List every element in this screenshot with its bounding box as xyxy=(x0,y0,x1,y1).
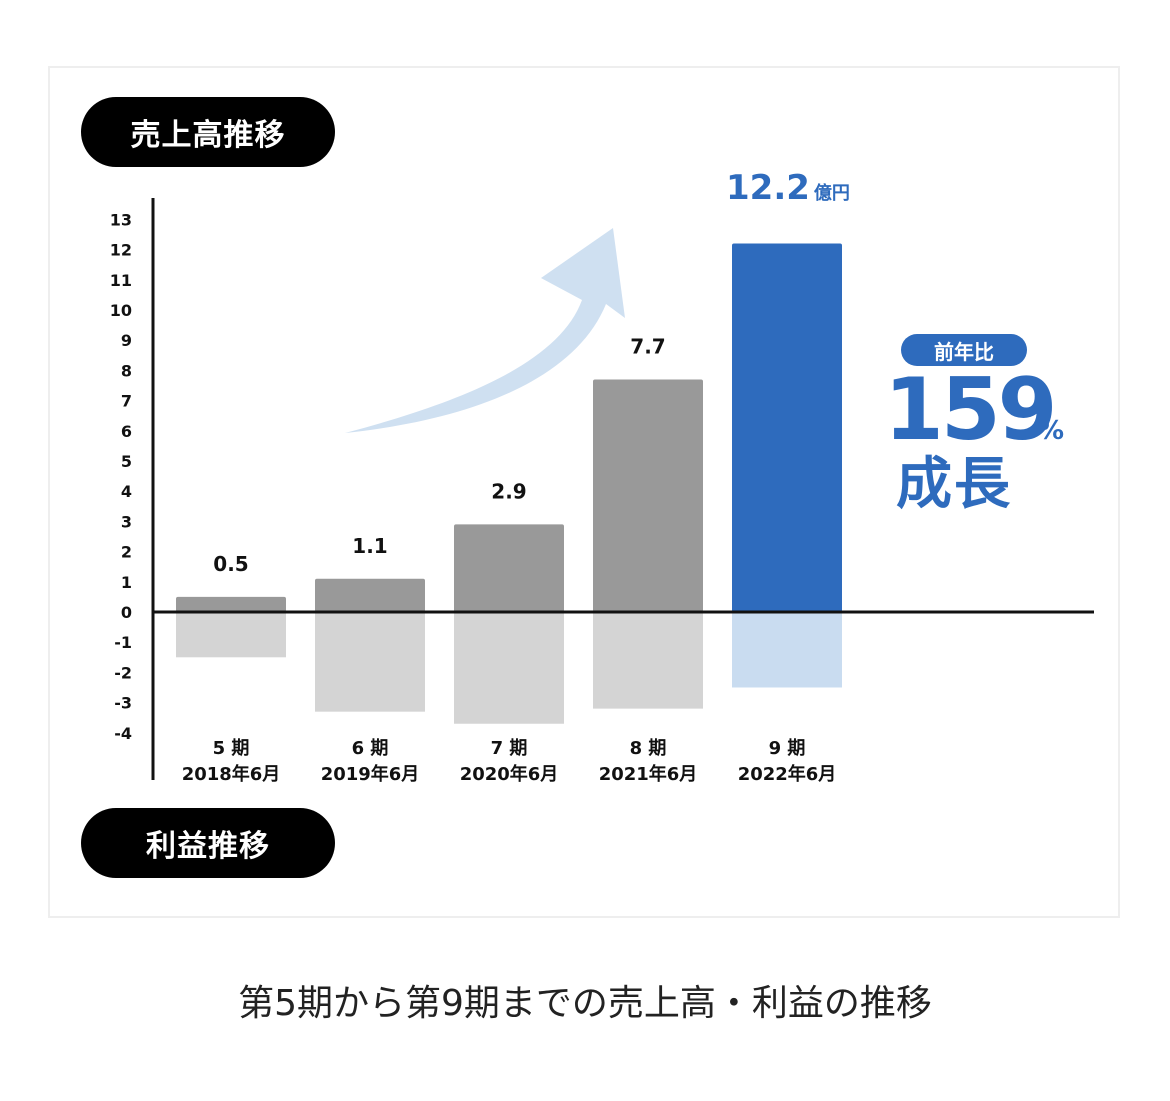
chart-card xyxy=(48,66,1120,918)
y-tick-label: 7 xyxy=(121,392,132,411)
revenue-bar xyxy=(593,379,703,612)
y-tick-label: 4 xyxy=(121,482,132,501)
profit-bar xyxy=(454,612,564,724)
bar-value-label: 0.5 xyxy=(213,552,248,576)
profit-bar xyxy=(315,612,425,712)
total-revenue-value: 12.2 xyxy=(726,168,810,208)
y-tick-label: 0 xyxy=(121,603,132,622)
y-tick-label: -4 xyxy=(114,724,132,743)
growth-badge: 前年比 xyxy=(901,334,1027,366)
growth-percent-unit: % xyxy=(1038,416,1065,446)
bar-value-label: 2.9 xyxy=(491,479,526,503)
growth-arrow-shape xyxy=(345,228,625,433)
y-tick-label: 13 xyxy=(110,210,132,229)
x-date-label: 2021年6月 xyxy=(599,763,698,785)
x-period-label: 8 期 xyxy=(630,738,667,759)
y-tick-label: -2 xyxy=(114,663,132,682)
x-period-label: 5 期 xyxy=(213,738,250,759)
y-tick-label: -1 xyxy=(114,633,132,652)
x-period-label: 9 期 xyxy=(769,738,806,759)
total-revenue-unit: 億円 xyxy=(813,183,850,204)
y-tick-label: 8 xyxy=(121,361,132,380)
profit-bar xyxy=(176,612,286,658)
x-date-label: 2020年6月 xyxy=(460,763,559,785)
sales-trend-label: 売上高推移 xyxy=(81,97,335,167)
y-tick-label: 10 xyxy=(110,301,132,320)
y-tick-label: 2 xyxy=(121,543,132,562)
x-date-label: 2022年6月 xyxy=(738,763,837,785)
bar-value-label: 7.7 xyxy=(630,334,665,358)
y-tick-label: 5 xyxy=(121,452,132,471)
growth-percent-value: 159 xyxy=(884,360,1058,460)
y-tick-label: 11 xyxy=(110,271,132,290)
x-date-label: 2019年6月 xyxy=(321,763,420,785)
growth-word: 成長 xyxy=(896,452,1012,517)
revenue-bar xyxy=(732,243,842,612)
revenue-bar xyxy=(315,578,425,612)
x-period-label: 6 期 xyxy=(352,738,389,759)
revenue-bar xyxy=(176,596,286,612)
profit-bar xyxy=(593,612,703,709)
y-tick-label: 6 xyxy=(121,422,132,441)
total-revenue-label: 12.2 億円 xyxy=(726,168,850,208)
revenue-bar xyxy=(454,524,564,612)
profit-bar xyxy=(732,612,842,688)
x-date-label: 2018年6月 xyxy=(182,763,281,785)
x-period-label: 7 期 xyxy=(491,738,528,759)
y-tick-label: 9 xyxy=(121,331,132,350)
bar-value-label: 1.1 xyxy=(352,534,387,558)
y-tick-label: 12 xyxy=(110,241,132,260)
y-tick-label: -3 xyxy=(114,694,132,713)
y-tick-label: 1 xyxy=(121,573,132,592)
profit-trend-label: 利益推移 xyxy=(81,808,335,878)
figure-caption: 第5期から第9期までの売上高・利益の推移 xyxy=(238,983,932,1024)
y-tick-label: 3 xyxy=(121,512,132,531)
